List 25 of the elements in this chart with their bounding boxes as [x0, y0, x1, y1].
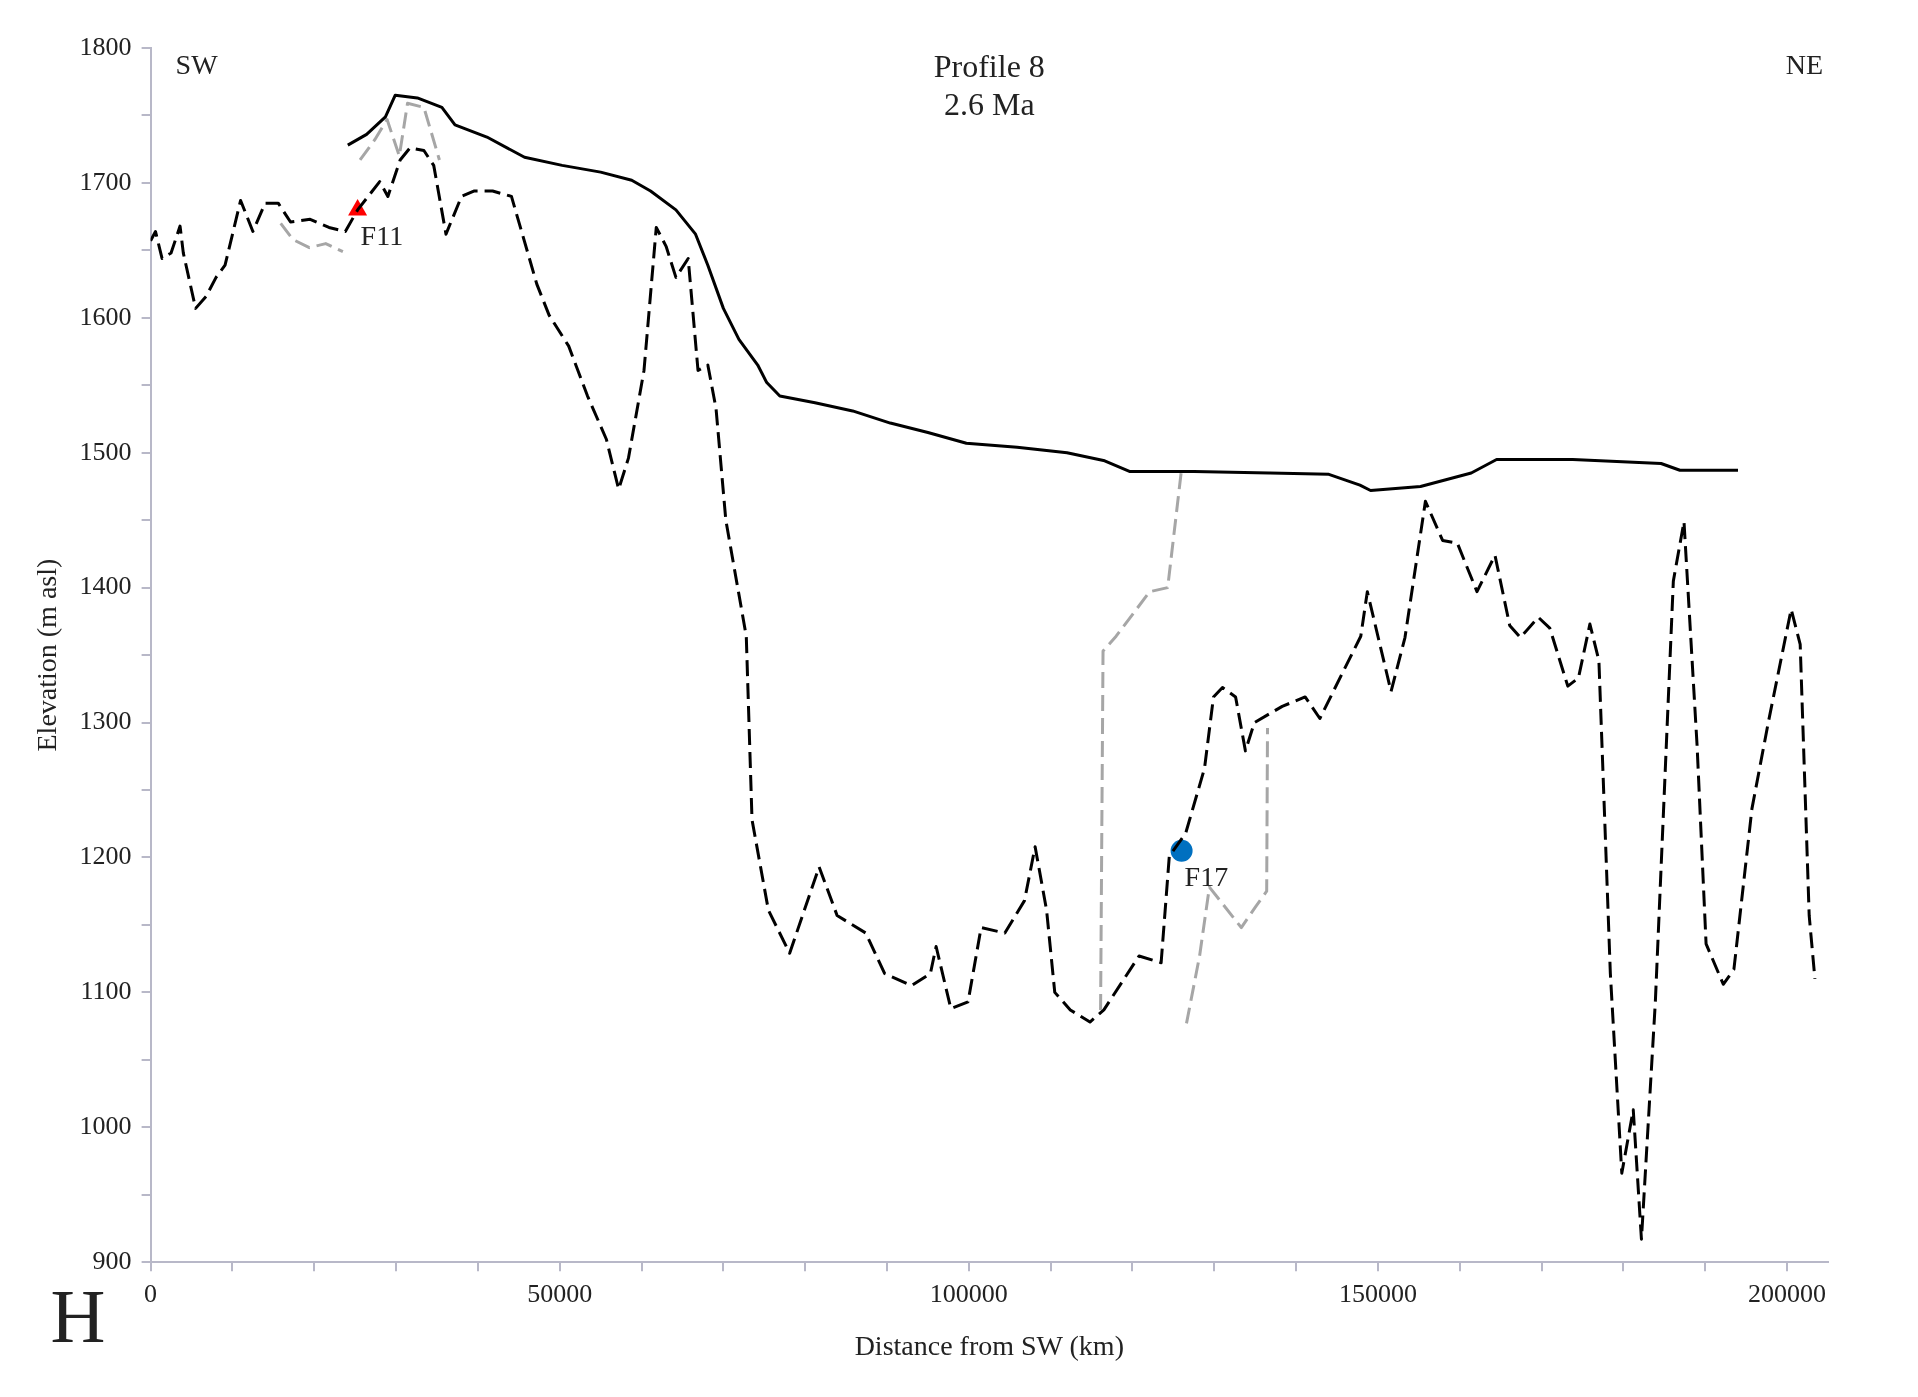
text: 2.6 Ma	[943, 86, 1035, 123]
x-tick-label: 150000	[1338, 1278, 1417, 1308]
x-axis-title: Distance from SW (km)	[854, 1329, 1124, 1361]
annotation: F17	[1184, 861, 1229, 893]
x-tick-label: 0	[144, 1278, 158, 1308]
chart-title: Profile 8	[933, 48, 1045, 85]
y-tick-label: 1000	[79, 1111, 132, 1141]
x-tick-label: 200000	[1748, 1278, 1827, 1308]
y-tick-label: 1400	[79, 571, 132, 601]
y-tick-label: 1100	[80, 976, 132, 1006]
annotation: NE	[1785, 49, 1823, 81]
annotation: F11	[360, 220, 404, 252]
y-tick-label: 1700	[79, 166, 132, 196]
x-tick-label: 50000	[527, 1278, 593, 1308]
y-tick-label: 1500	[79, 436, 132, 466]
y-axis-title: Elevation (m asl)	[31, 558, 63, 752]
y-tick-label: 1800	[79, 31, 132, 61]
x-tick-label: 100000	[929, 1278, 1008, 1308]
y-tick-label: 1300	[79, 706, 132, 736]
y-tick-label: 1600	[79, 301, 132, 331]
y-tick-label: 900	[92, 1246, 132, 1276]
line-series	[150, 146, 1817, 1241]
y-tick-label: 1200	[79, 841, 132, 871]
text: H	[50, 1274, 106, 1359]
annotation: SW	[175, 49, 219, 81]
